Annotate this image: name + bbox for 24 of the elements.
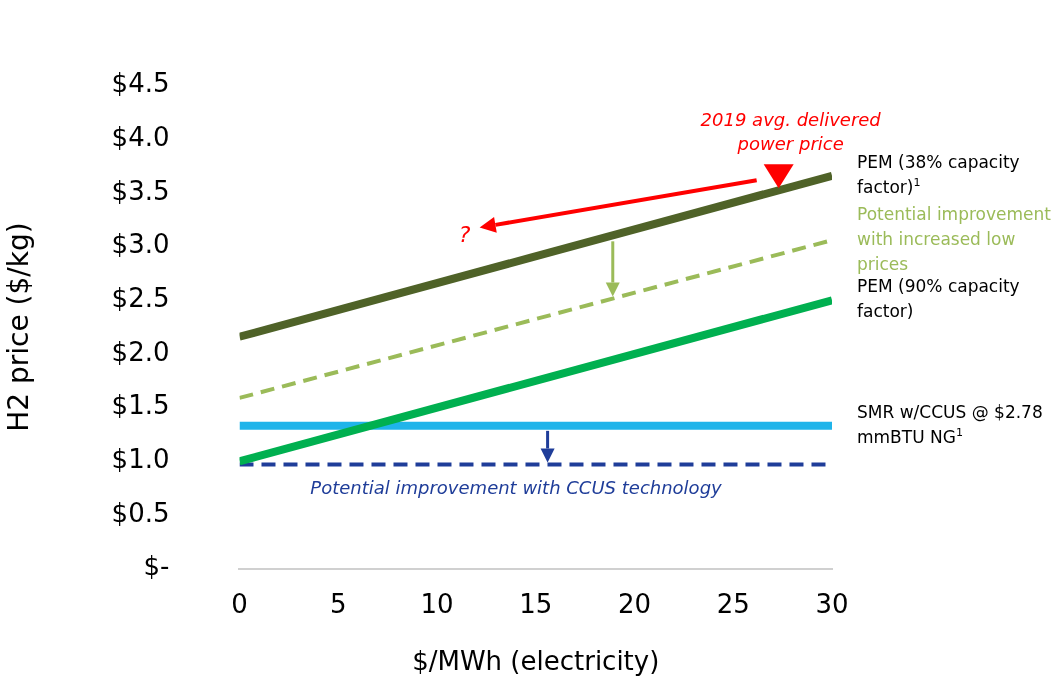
series-label: Potential improvement with increased low prices	[857, 203, 1052, 274]
y-tick-label: $-	[143, 551, 170, 582]
y-tick-label: $1.0	[111, 444, 170, 475]
annotation: 2019 avg. delivered power price	[700, 109, 882, 155]
y-tick-label: $2.5	[111, 283, 170, 314]
x-tick-label: 10	[420, 588, 454, 619]
annotation: Potential improvement with CCUS technology	[310, 477, 723, 499]
y-tick-label: $4.5	[111, 68, 170, 99]
x-tick-label: 15	[519, 588, 553, 619]
y-tick-label: $1.5	[111, 390, 170, 421]
x-tick-label: 30	[815, 588, 849, 619]
y-tick-label: $0.5	[111, 497, 170, 528]
x-tick-label: 0	[231, 588, 248, 619]
series-label: PEM (90% capacity factor)	[857, 276, 1020, 322]
y-tick-label: $2.0	[111, 336, 170, 367]
x-tick-label: 5	[329, 588, 347, 619]
y-tick-label: $3.5	[111, 175, 170, 206]
y-axis-title: H2 price ($/kg)	[2, 222, 36, 432]
annotation: ?	[458, 221, 471, 247]
y-tick-label: $3.0	[111, 229, 170, 260]
y-tick-label: $4.0	[111, 122, 170, 153]
x-tick-label: 20	[617, 588, 652, 619]
x-axis-title: $/MWh (electricity)	[412, 646, 660, 677]
x-tick-label: 25	[716, 588, 750, 619]
